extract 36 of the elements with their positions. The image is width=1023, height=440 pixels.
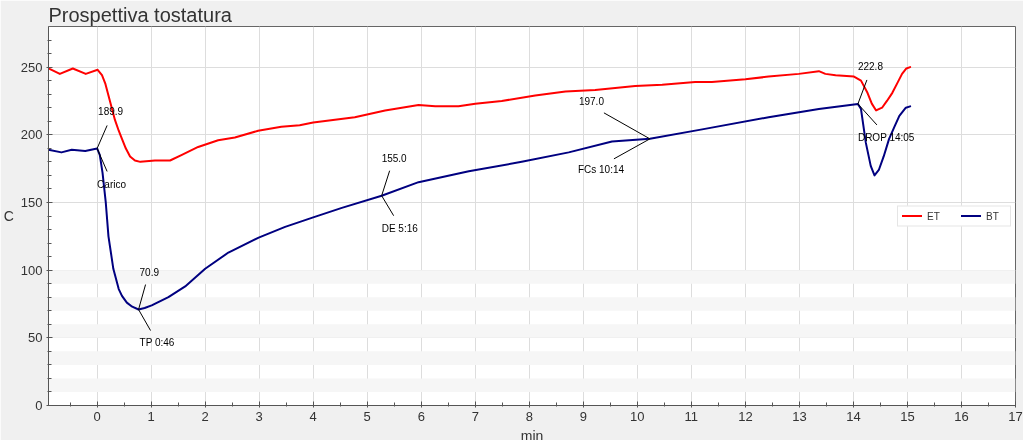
- y-tick-label: 250: [20, 59, 43, 75]
- x-tick-label: 8: [525, 408, 533, 424]
- y-tick-label: 0: [35, 398, 43, 413]
- y-tick-label: 100: [20, 262, 43, 278]
- x-tick-label: 3: [255, 408, 263, 424]
- y-tick-label: 150: [20, 194, 43, 210]
- y-tick-label: 50: [28, 330, 43, 346]
- x-tick-label: 5: [363, 408, 371, 424]
- x-tick-label: 2: [201, 408, 209, 424]
- x-tick-label: 1: [147, 408, 155, 424]
- x-tick-label: 0: [93, 408, 101, 424]
- x-tick-label: 13: [792, 408, 807, 424]
- annotation: 197.0: [578, 95, 605, 107]
- annotation: FCs 10:14: [577, 164, 625, 176]
- x-tick-label: 16: [954, 408, 969, 424]
- chart-title: Prospettiva tostatura: [48, 3, 233, 26]
- x-tick-label: 14: [846, 408, 861, 424]
- legend-label: ET: [927, 210, 941, 221]
- y-axis-title: C: [3, 208, 14, 224]
- annotation: 222.8: [857, 60, 884, 72]
- annotation: 70.9: [139, 266, 160, 278]
- x-tick-label: 4: [309, 408, 317, 424]
- annotation: 155.0: [381, 152, 408, 164]
- annotation: TP 0:46: [139, 337, 175, 349]
- x-tick-label: 17: [1008, 408, 1023, 424]
- x-tick-label: 12: [738, 408, 753, 424]
- x-tick-label: 7: [471, 408, 479, 424]
- x-tick-label: 9: [579, 408, 587, 424]
- legend-label: BT: [986, 210, 1000, 221]
- x-tick-label: 6: [417, 408, 425, 424]
- y-tick-label: 200: [20, 127, 43, 143]
- x-axis-title: min: [520, 427, 544, 440]
- x-tick-label: 11: [684, 408, 699, 424]
- annotation: DE 5:16: [381, 223, 419, 235]
- x-tick-label: 10: [630, 408, 645, 424]
- x-tick-label: 15: [900, 408, 915, 424]
